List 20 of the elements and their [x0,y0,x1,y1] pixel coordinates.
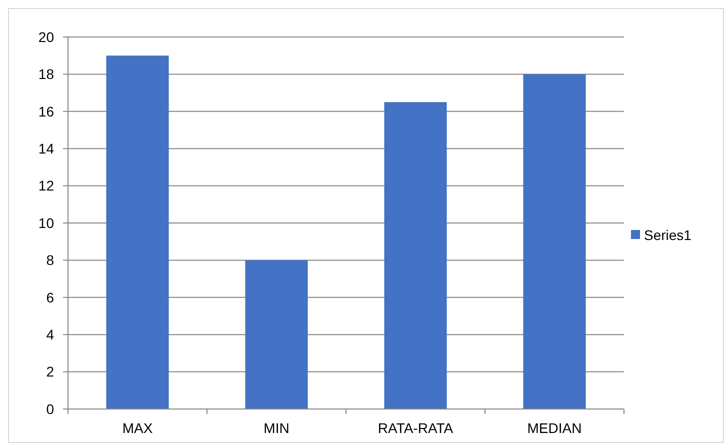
y-tick-label: 2 [46,364,54,380]
x-tick-label: MEDIAN [527,420,582,436]
bar [384,102,447,409]
x-tick-label: MIN [264,420,290,436]
y-tick-label: 0 [46,400,54,417]
y-tick-label: 6 [46,289,54,306]
y-tick-label: 16 [38,103,54,120]
bar [245,260,308,409]
legend-label: Series1 [644,226,692,243]
y-tick-label: 10 [38,214,54,231]
x-tick-label: MAX [122,420,154,436]
y-tick-label: 20 [38,28,54,45]
bar [523,74,586,409]
y-tick-label: 18 [38,66,54,82]
y-tick-label: 12 [38,178,54,194]
y-tick-label: 8 [46,252,54,268]
y-tick-label: 4 [46,326,54,342]
x-tick-label: RATA-RATA [378,420,454,436]
bar [106,56,169,409]
y-tick-label: 14 [38,140,54,156]
